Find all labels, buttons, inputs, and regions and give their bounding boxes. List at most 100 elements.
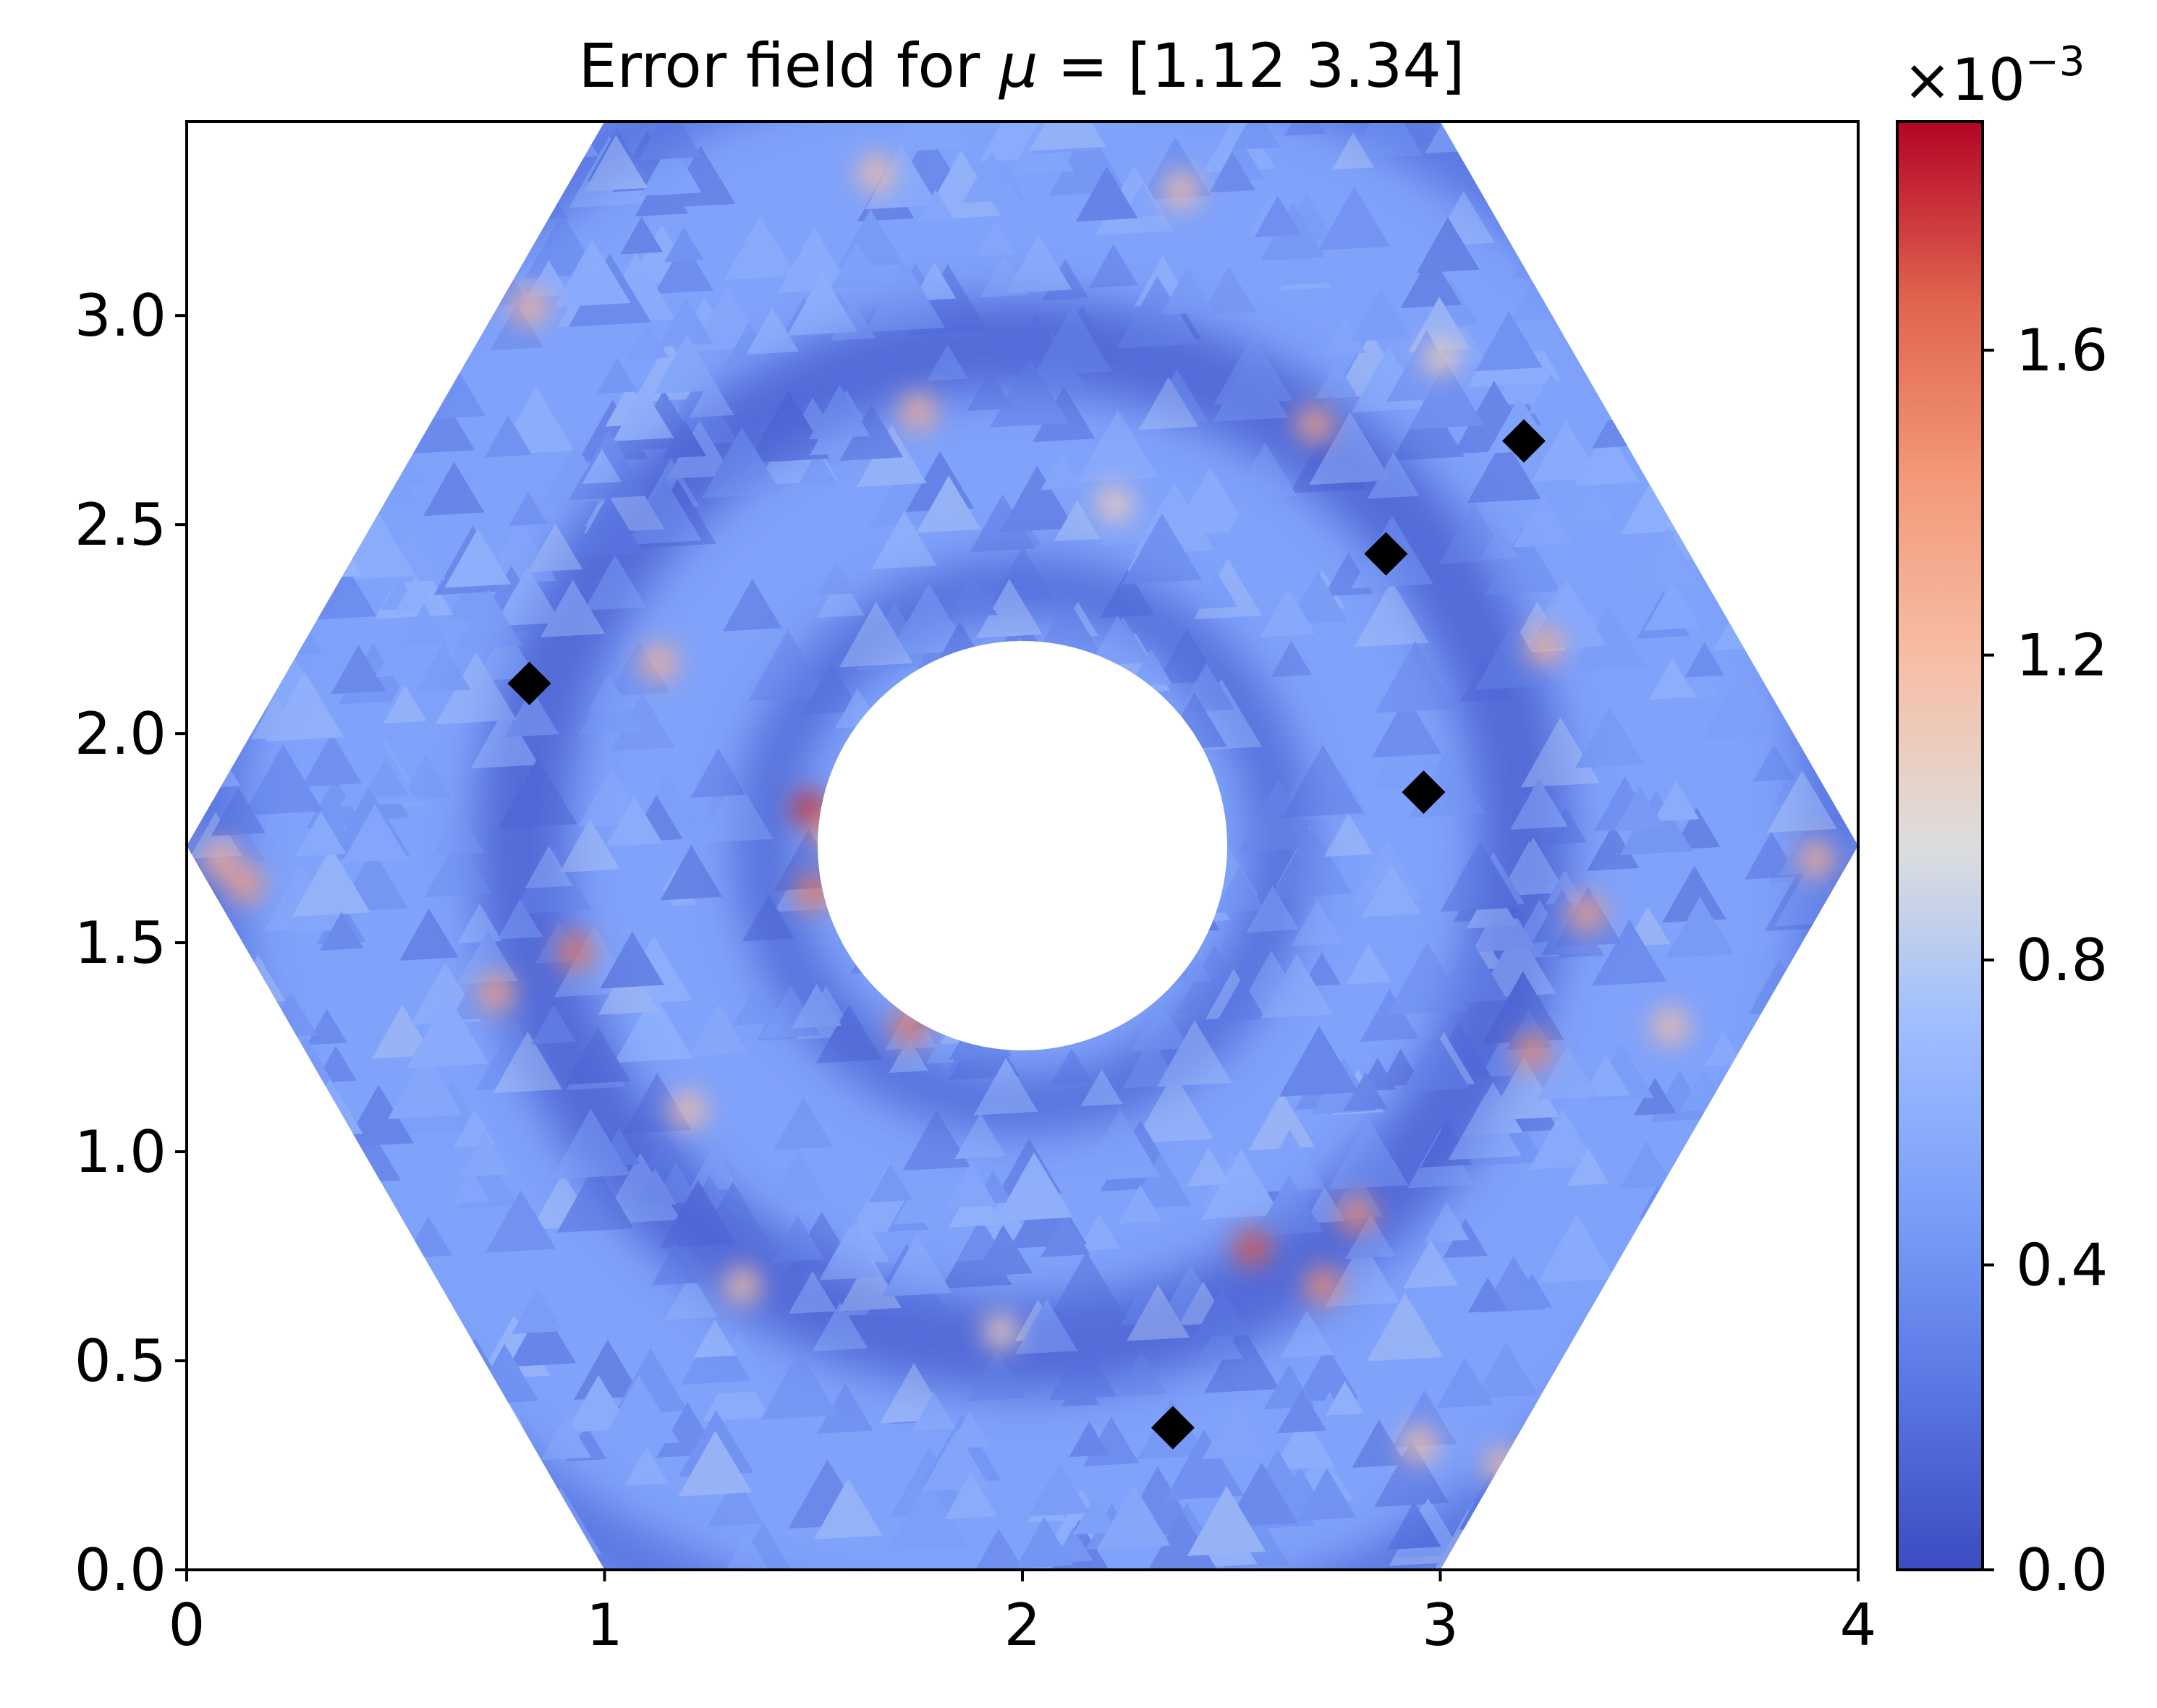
mesh-element	[1645, 302, 1686, 338]
mesh-element	[600, 931, 665, 989]
mesh-element	[311, 621, 368, 672]
mesh-element	[830, 242, 883, 289]
mesh-element	[1526, 1412, 1599, 1477]
mesh-element	[1572, 605, 1647, 671]
mesh-element	[1375, 641, 1456, 713]
mesh-element	[1648, 657, 1697, 700]
mesh-element	[504, 688, 559, 738]
mesh-element	[1354, 580, 1429, 647]
mesh-element	[814, 289, 862, 332]
mesh-element	[187, 1452, 228, 1490]
mesh-element	[475, 1020, 554, 1090]
mesh-element	[451, 436, 502, 482]
colorbar-multiplier: ×10−3	[1903, 38, 2085, 114]
mesh-element	[1420, 1121, 1472, 1168]
mesh-element	[1276, 1389, 1327, 1434]
mesh-element	[977, 1194, 1030, 1241]
mesh-element	[225, 412, 270, 452]
mesh-element	[1253, 1164, 1299, 1204]
mesh-element	[912, 1392, 956, 1431]
mesh-element	[947, 1033, 991, 1072]
error-peak	[294, 1176, 330, 1211]
mesh-element	[1203, 122, 1276, 173]
mesh-element	[927, 344, 968, 381]
mesh-element	[188, 1150, 241, 1197]
mesh-element	[423, 462, 485, 517]
mesh-element	[1593, 776, 1656, 832]
mesh-element	[610, 693, 675, 752]
mesh-element	[1366, 1293, 1444, 1361]
mesh-element	[662, 419, 707, 459]
mesh-element	[1193, 558, 1263, 620]
mesh-element	[303, 800, 352, 844]
mesh-element	[344, 738, 426, 811]
mesh-element	[1311, 1057, 1376, 1115]
mesh-element	[664, 1272, 718, 1320]
mesh-element	[1408, 362, 1485, 430]
mesh-element	[319, 256, 373, 305]
mesh-element	[557, 285, 605, 328]
mesh-element	[1737, 304, 1805, 364]
mesh-element	[1279, 245, 1331, 291]
mesh-element	[1219, 514, 1277, 566]
mesh-element	[320, 122, 395, 174]
mesh-element	[907, 264, 988, 336]
mesh-element	[201, 317, 258, 367]
mesh-element	[805, 299, 845, 335]
mesh-element	[582, 449, 622, 485]
colorbar-tick-label: 1.6	[2016, 317, 2108, 384]
sample-marker	[507, 661, 551, 705]
mesh-element	[1778, 1210, 1820, 1248]
mesh-element	[664, 226, 704, 263]
mesh-element	[1815, 357, 1858, 420]
x-axis: 0 1 2 3 4	[169, 1570, 1876, 1659]
mesh-element	[344, 1301, 428, 1375]
mesh-element	[431, 1519, 504, 1570]
mesh-element	[596, 357, 638, 394]
mesh-element	[1386, 942, 1469, 1016]
mesh-element	[1279, 1026, 1359, 1097]
mesh-element	[327, 787, 410, 861]
mesh-element	[1324, 1240, 1400, 1307]
mesh-element	[1666, 388, 1725, 440]
mesh-element	[1234, 951, 1309, 1017]
mesh-element	[187, 558, 226, 619]
mesh-element	[1752, 1526, 1816, 1570]
mesh-element	[1323, 317, 1366, 355]
mesh-element	[658, 297, 714, 347]
mesh-element	[1467, 1277, 1508, 1313]
mesh-element	[990, 357, 1069, 428]
mesh-element	[1278, 193, 1335, 244]
chart-title: Error field for μ = [1.12 3.34]	[578, 30, 1465, 101]
mesh-element	[596, 252, 676, 324]
mesh-element	[1175, 945, 1253, 1014]
mesh-element	[263, 179, 303, 214]
mesh-element	[973, 1170, 1012, 1205]
y-tick-label: 2.5	[75, 491, 166, 558]
mesh-element	[1423, 1202, 1470, 1243]
mesh-element	[1343, 1072, 1388, 1111]
sample-marker	[1364, 532, 1408, 576]
mesh-element	[1041, 1212, 1090, 1257]
mesh-element	[1528, 373, 1574, 414]
mesh-element	[812, 1301, 868, 1351]
mesh-element	[769, 1150, 827, 1202]
mesh-element	[1015, 1517, 1073, 1569]
mesh-element	[512, 1288, 564, 1334]
mesh-element	[1009, 122, 1075, 175]
mesh-element	[1284, 122, 1326, 136]
mesh-element	[1323, 552, 1373, 597]
mesh-element	[1512, 494, 1573, 548]
mesh-element	[1689, 469, 1728, 504]
mesh-element	[388, 1394, 438, 1438]
mesh-element	[1682, 666, 1721, 700]
mesh-element	[760, 985, 821, 1039]
x-tick-label: 3	[1422, 1592, 1459, 1659]
mesh-element	[991, 546, 1054, 603]
mesh-element	[1662, 865, 1726, 923]
mesh-element	[382, 314, 454, 378]
mesh-element	[1582, 1055, 1631, 1098]
mesh-element	[802, 663, 861, 715]
error-peak	[478, 975, 514, 1011]
mesh-element	[1149, 296, 1202, 342]
